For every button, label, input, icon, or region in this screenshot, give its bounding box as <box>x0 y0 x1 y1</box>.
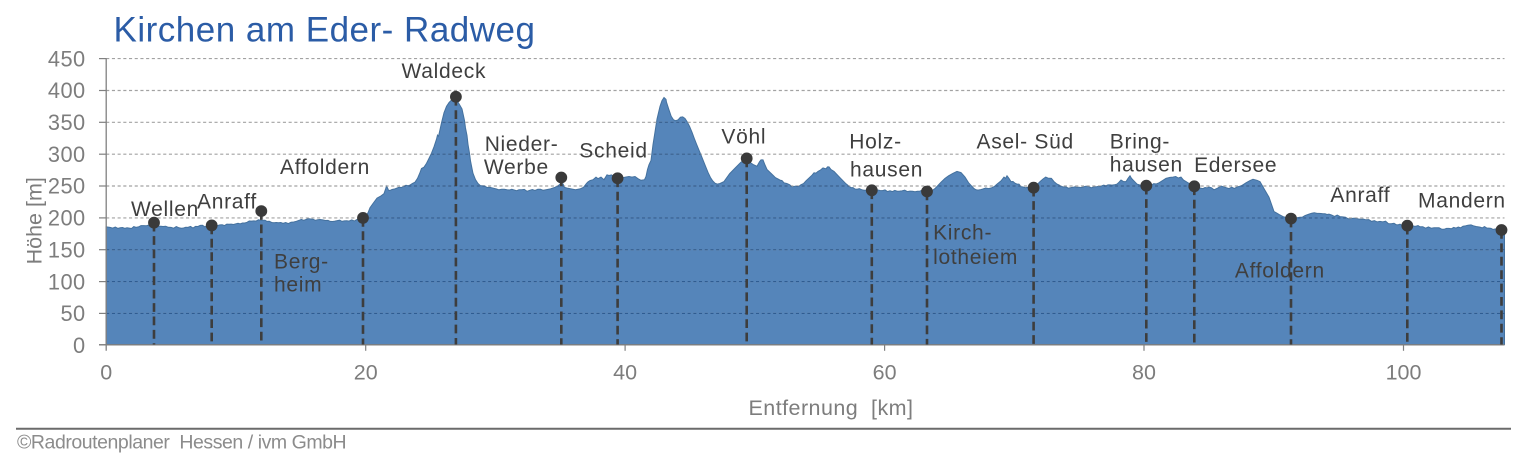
svg-text:Mandern: Mandern <box>1418 190 1506 213</box>
svg-text:100: 100 <box>1386 360 1422 384</box>
svg-text:Nieder-: Nieder- <box>485 133 559 156</box>
svg-text:0: 0 <box>73 333 86 358</box>
svg-text:Werbe: Werbe <box>484 156 549 179</box>
svg-text:80: 80 <box>1132 360 1156 384</box>
svg-text:Kirchen am Eder- Radweg: Kirchen am Eder- Radweg <box>114 11 536 50</box>
svg-text:200: 200 <box>48 206 86 231</box>
svg-text:Entfernung [km]: Entfernung [km] <box>749 396 914 420</box>
svg-text:hausen: hausen <box>1110 153 1183 176</box>
svg-text:Waldeck: Waldeck <box>402 60 487 83</box>
svg-text:Vöhl: Vöhl <box>721 126 766 149</box>
svg-text:hausen: hausen <box>850 158 923 181</box>
svg-text:©Radroutenplaner Hessen / ivm: ©Radroutenplaner Hessen / ivm GmbH <box>17 432 346 454</box>
svg-text:Anraff: Anraff <box>197 191 257 214</box>
svg-text:400: 400 <box>48 78 86 103</box>
svg-text:40: 40 <box>613 360 637 384</box>
svg-text:Scheid: Scheid <box>579 140 647 163</box>
svg-text:20: 20 <box>354 360 378 384</box>
svg-text:Anraff: Anraff <box>1330 184 1390 207</box>
svg-text:Affoldern: Affoldern <box>280 156 370 179</box>
svg-text:Edersee: Edersee <box>1194 154 1277 177</box>
svg-text:heim: heim <box>274 273 322 296</box>
svg-text:Bring-: Bring- <box>1110 130 1170 153</box>
svg-text:350: 350 <box>48 110 86 135</box>
svg-text:300: 300 <box>48 142 86 167</box>
svg-text:Asel- Süd: Asel- Süd <box>977 130 1074 153</box>
svg-text:150: 150 <box>48 237 86 262</box>
svg-text:50: 50 <box>60 301 85 326</box>
svg-text:Höhe [m]: Höhe [m] <box>23 177 47 264</box>
svg-text:Holz-: Holz- <box>849 131 902 154</box>
svg-text:0: 0 <box>100 360 112 384</box>
svg-text:450: 450 <box>48 46 86 71</box>
svg-text:Berg-: Berg- <box>274 250 329 273</box>
svg-text:60: 60 <box>873 360 897 384</box>
svg-text:100: 100 <box>48 269 86 294</box>
svg-text:250: 250 <box>48 174 86 199</box>
svg-text:lotheiem: lotheiem <box>933 246 1018 269</box>
svg-text:Wellen: Wellen <box>131 198 199 221</box>
svg-text:Affoldern: Affoldern <box>1235 260 1325 283</box>
svg-text:Kirch-: Kirch- <box>933 222 992 245</box>
